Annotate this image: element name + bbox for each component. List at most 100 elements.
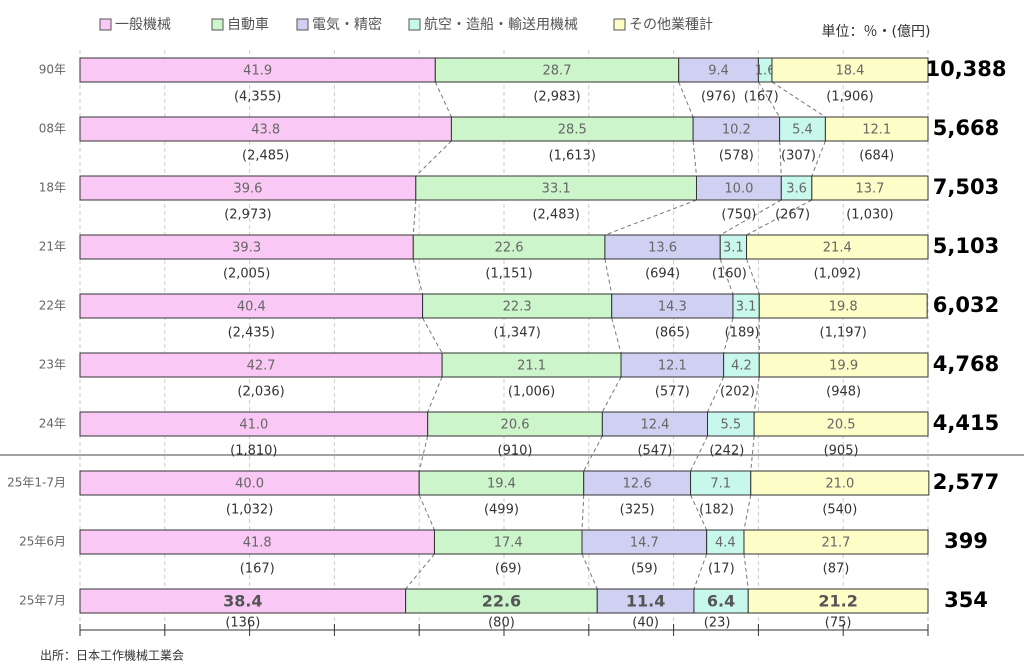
value-label: 18.4 [836, 64, 865, 79]
amount-label: (2,005) [223, 267, 270, 282]
category-label: 24年 [39, 417, 66, 431]
bar-segment [604, 234, 721, 260]
connector [604, 258, 613, 295]
connector [678, 81, 694, 118]
bar-segment [746, 234, 929, 260]
legend-swatch [408, 18, 421, 31]
value-label: 1.6 [755, 64, 776, 79]
bar-segment [412, 234, 606, 260]
amount-label: (2,435) [228, 326, 275, 341]
amount-label: (1,347) [493, 326, 540, 341]
amount-label: (87) [823, 562, 850, 577]
total-label: 399 [944, 529, 988, 553]
bar-segment [692, 116, 781, 142]
amount-label: (69) [495, 562, 522, 577]
amount-label: (578) [719, 149, 754, 164]
bar-segment [79, 352, 443, 378]
category-label: 22年 [39, 299, 66, 313]
value-label: 9.4 [708, 64, 729, 79]
amount-label: (17) [708, 562, 735, 577]
value-label: 12.1 [658, 359, 687, 374]
value-label: 19.8 [829, 300, 858, 315]
value-label: 5.4 [792, 123, 813, 138]
amount-label: (1,197) [820, 326, 867, 341]
category-label: 21年 [39, 240, 66, 254]
total-label: 4,768 [933, 352, 999, 376]
bar-segment [415, 175, 697, 201]
bar-segment [601, 411, 709, 437]
connector [583, 435, 603, 472]
value-label: 6.4 [707, 592, 735, 611]
amount-label: (2,973) [224, 208, 271, 223]
amount-label: (307) [781, 149, 816, 164]
category-label: 25年1-7月 [7, 476, 66, 490]
connector [771, 81, 826, 118]
value-label: 39.6 [233, 182, 262, 197]
value-label: 40.4 [237, 300, 266, 315]
bar-segment [758, 293, 928, 319]
amount-label: (160) [712, 267, 747, 282]
value-label: 3.1 [736, 300, 757, 315]
connector [601, 376, 622, 413]
amount-label: (1,906) [826, 90, 873, 105]
legend-swatch [211, 18, 224, 31]
bar-segment [434, 57, 680, 83]
value-label: 28.5 [558, 123, 587, 138]
value-label: 39.3 [232, 241, 261, 256]
value-label: 4.4 [715, 536, 736, 551]
total-label: 5,668 [933, 116, 999, 140]
amount-label: (1,613) [549, 149, 596, 164]
bar-segment [79, 175, 417, 201]
value-label: 3.1 [723, 241, 744, 256]
value-label: 12.4 [640, 418, 669, 433]
value-label: 41.8 [243, 536, 272, 551]
value-label: 33.1 [542, 182, 571, 197]
total-label: 7,503 [933, 175, 999, 199]
amount-label: (242) [709, 444, 744, 459]
value-label: 10.0 [724, 182, 753, 197]
amount-label: (1,030) [846, 208, 893, 223]
connector [581, 494, 585, 531]
bar-segment [79, 588, 407, 614]
connector [405, 553, 435, 590]
value-label: 22.6 [482, 592, 521, 611]
value-label: 19.4 [487, 477, 516, 492]
bar-segment [719, 234, 748, 260]
value-label: 4.2 [731, 359, 752, 374]
connector [422, 317, 443, 354]
connector [415, 140, 452, 177]
category-label: 08年 [39, 122, 66, 136]
value-label: 41.0 [239, 418, 268, 433]
bar-segment [780, 175, 813, 201]
value-label: 14.3 [658, 300, 687, 315]
category-label: 25年6月 [19, 535, 66, 549]
connector [753, 376, 760, 413]
category-label: 18年 [39, 181, 66, 195]
amount-label: (189) [725, 326, 760, 341]
value-label: 21.7 [822, 536, 851, 551]
bar-segment [79, 116, 452, 142]
amount-label: (905) [824, 444, 859, 459]
amount-label: (182) [699, 503, 734, 518]
bar-segment [753, 411, 929, 437]
bar-segment [79, 529, 435, 555]
connector [723, 317, 734, 354]
bar-segment [433, 529, 583, 555]
amount-label: (976) [701, 90, 736, 105]
legend-swatch [613, 18, 626, 31]
connector [719, 258, 734, 295]
bar-segment [824, 116, 929, 142]
bar-segment [583, 470, 692, 496]
connector [604, 199, 697, 236]
amount-label: (2,983) [533, 90, 580, 105]
connector [693, 553, 708, 590]
amount-label: (547) [637, 444, 672, 459]
amount-label: (577) [655, 385, 690, 400]
bar-segment [450, 116, 694, 142]
connector [746, 258, 760, 295]
bar-segment [750, 470, 930, 496]
value-label: 40.0 [235, 477, 264, 492]
connector [581, 553, 598, 590]
value-label: 7.1 [710, 477, 731, 492]
bar-segment [707, 411, 755, 437]
